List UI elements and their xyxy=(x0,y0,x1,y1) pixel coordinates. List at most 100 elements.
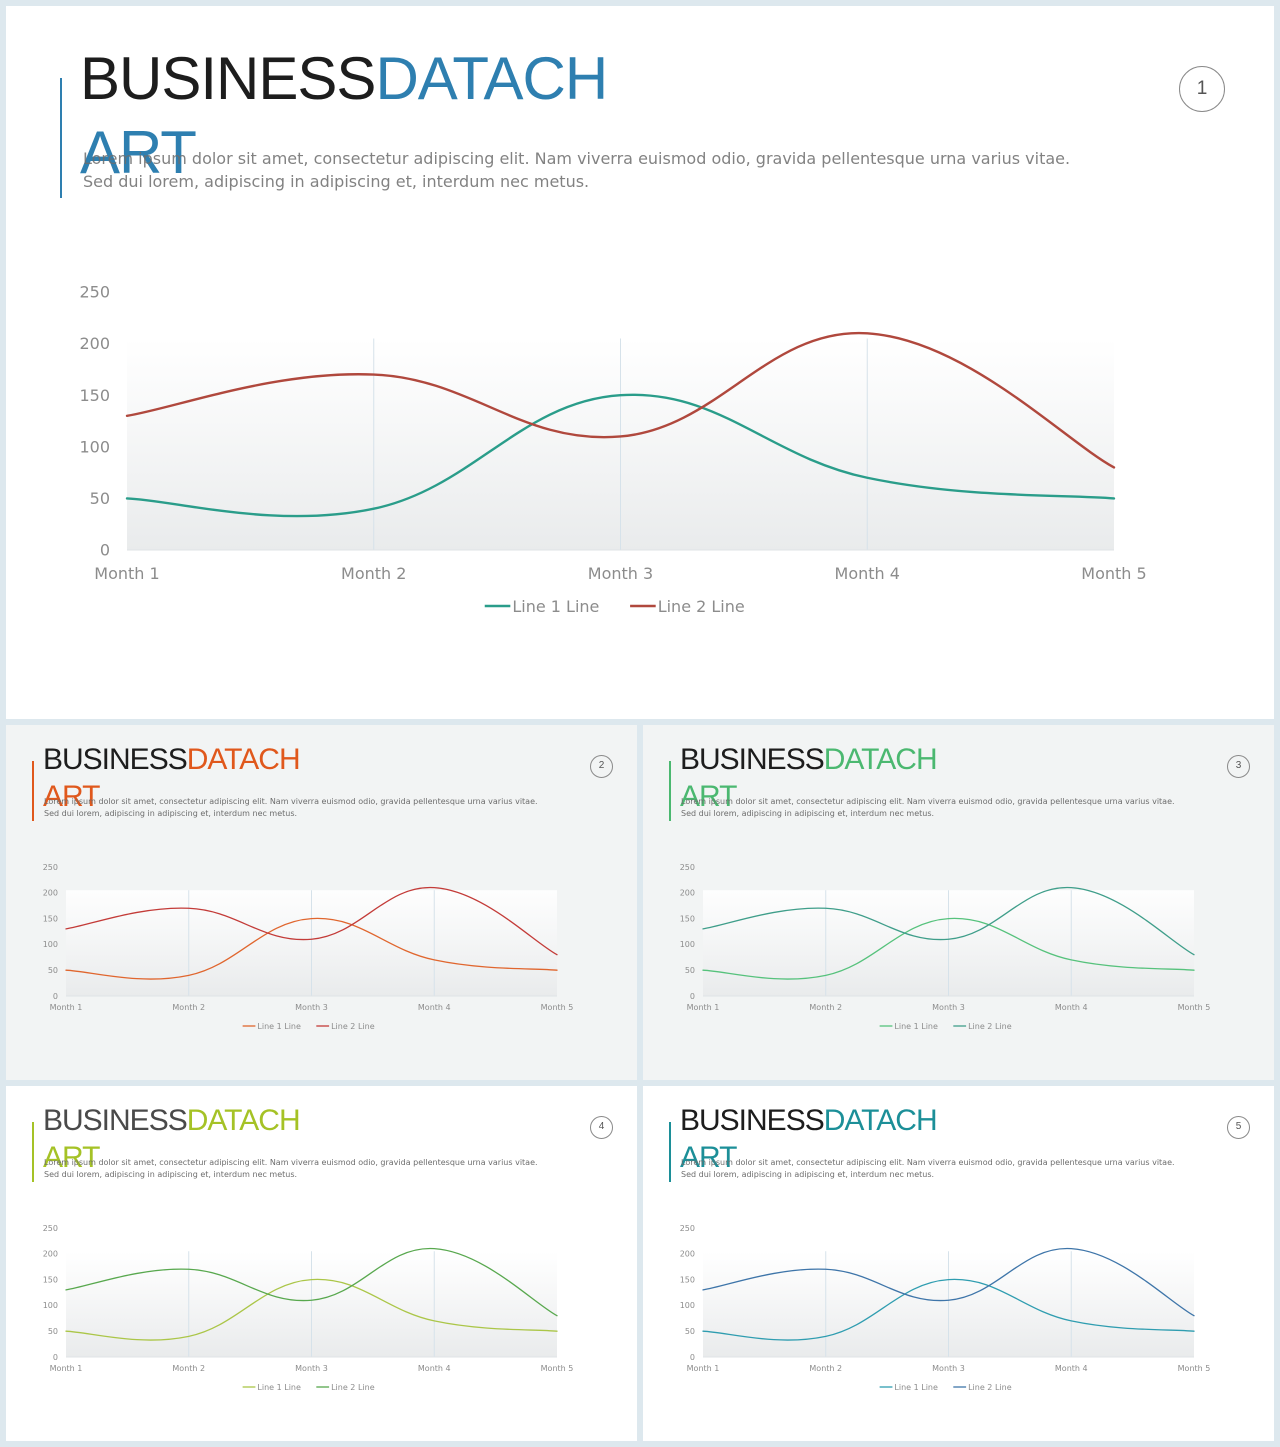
y-tick-label: 200 xyxy=(680,889,695,898)
page-number-badge: 4 xyxy=(590,1116,613,1139)
slide-1[interactable]: BUSINESSDATACH ART Lorem ipsum dolor sit … xyxy=(6,6,1274,719)
page-number-badge: 5 xyxy=(1227,1116,1250,1139)
y-tick-label: 50 xyxy=(90,489,110,508)
slide-body-text: Lorem ipsum dolor sit amet, consectetur … xyxy=(681,1158,1175,1179)
page-number-badge: 3 xyxy=(1227,755,1250,778)
y-tick-label: 200 xyxy=(680,1250,695,1259)
y-tick-label: 0 xyxy=(53,1353,58,1362)
title-part-datach: DATACH xyxy=(823,1104,938,1137)
x-tick-label: Month 4 xyxy=(418,1364,451,1373)
title-part-datach: DATACH xyxy=(186,1104,301,1137)
y-tick-label: 150 xyxy=(43,914,58,923)
series-line-1 xyxy=(702,917,1195,980)
x-tick-label: Month 3 xyxy=(932,1003,965,1012)
slide-body-text: Lorem ipsum dolor sit amet, consectetur … xyxy=(44,797,538,818)
legend-label-2: Line 2 Line xyxy=(331,1022,375,1031)
y-tick-label: 250 xyxy=(680,863,695,872)
y-tick-label: 250 xyxy=(43,863,58,872)
title-accent-bar xyxy=(60,78,62,198)
x-tick-label: Month 3 xyxy=(295,1003,328,1012)
x-tick-label: Month 2 xyxy=(172,1003,205,1012)
y-tick-label: 50 xyxy=(685,966,695,975)
series-line-2 xyxy=(125,332,1116,469)
x-tick-label: Month 5 xyxy=(1178,1364,1211,1373)
title-accent-bar xyxy=(32,1122,34,1182)
y-tick-label: 150 xyxy=(79,386,110,405)
x-tick-label: Month 2 xyxy=(172,1364,205,1373)
series-line-2 xyxy=(65,1247,558,1317)
x-tick-label: Month 1 xyxy=(687,1364,720,1373)
y-tick-label: 100 xyxy=(43,1301,58,1310)
y-tick-label: 50 xyxy=(685,1327,695,1336)
y-tick-label: 250 xyxy=(680,1224,695,1233)
y-tick-label: 100 xyxy=(680,940,695,949)
y-tick-label: 250 xyxy=(43,1224,58,1233)
x-tick-label: Month 3 xyxy=(588,564,653,583)
title-part-business: BUSINESS xyxy=(80,45,376,112)
slide-body-text: Lorem ipsum dolor sit amet, consectetur … xyxy=(681,797,1175,818)
series-line-1 xyxy=(702,1278,1195,1341)
title-part-datach: DATACH xyxy=(375,45,608,112)
x-tick-label: Month 2 xyxy=(341,564,406,583)
y-tick-label: 150 xyxy=(43,1275,58,1284)
title-accent-bar xyxy=(669,1122,671,1182)
legend-label-1: Line 1 Line xyxy=(257,1022,301,1031)
series-line-2 xyxy=(702,1247,1195,1317)
x-tick-label: Month 1 xyxy=(687,1003,720,1012)
x-tick-label: Month 1 xyxy=(50,1364,83,1373)
x-tick-label: Month 5 xyxy=(541,1364,574,1373)
x-tick-label: Month 5 xyxy=(541,1003,574,1012)
line-chart: 0 50 100 150 200 250 Month 1 Month 2 Month 3 Mont… xyxy=(680,863,1211,1031)
y-tick-label: 0 xyxy=(100,541,110,560)
title-part-art: ART xyxy=(680,1141,737,1174)
x-tick-label: Month 3 xyxy=(932,1364,965,1373)
x-tick-label: Month 4 xyxy=(418,1003,451,1012)
x-tick-label: Month 4 xyxy=(1055,1003,1088,1012)
line-chart: 0 50 100 150 200 250 Month 1 Month 2 Month 3 Mont… xyxy=(79,283,1146,616)
slide-3[interactable]: BUSINESSDATACH ART Lorem ipsum dolor sit … xyxy=(643,725,1274,1080)
series-line-1 xyxy=(65,917,558,980)
legend-label-1: Line 1 Line xyxy=(894,1022,938,1031)
legend-label-1: Line 1 Line xyxy=(512,597,599,616)
title-part-business: BUSINESS xyxy=(680,1104,825,1137)
y-tick-label: 50 xyxy=(48,966,58,975)
title-part-art: ART xyxy=(43,780,100,813)
line-chart: 0 50 100 150 200 250 Month 1 Month 2 Month 3 Mont… xyxy=(43,1224,574,1392)
x-tick-label: Month 5 xyxy=(1178,1003,1211,1012)
title-part-business: BUSINESS xyxy=(43,743,188,776)
x-tick-label: Month 2 xyxy=(809,1364,842,1373)
slide-5[interactable]: BUSINESSDATACH ART Lorem ipsum dolor sit … xyxy=(643,1086,1274,1441)
slide-2[interactable]: BUSINESSDATACH ART Lorem ipsum dolor sit … xyxy=(6,725,637,1080)
slide-4[interactable]: BUSINESSDATACH ART Lorem ipsum dolor sit … xyxy=(6,1086,637,1441)
y-tick-label: 0 xyxy=(53,992,58,1001)
y-tick-label: 250 xyxy=(79,283,110,302)
y-tick-label: 150 xyxy=(680,1275,695,1284)
series-line-1 xyxy=(125,393,1116,518)
title-part-art: ART xyxy=(43,1141,100,1174)
slide-body-text: Lorem ipsum dolor sit amet, consectetur … xyxy=(83,149,1071,191)
slide-title: BUSINESSDATACH ART xyxy=(80,42,608,190)
legend-label-2: Line 2 Line xyxy=(658,597,745,616)
slide-body-text: Lorem ipsum dolor sit amet, consectetur … xyxy=(44,1158,538,1179)
title-accent-bar xyxy=(32,761,34,821)
title-part-business: BUSINESS xyxy=(680,743,825,776)
y-tick-label: 200 xyxy=(79,334,110,353)
x-tick-label: Month 5 xyxy=(1081,564,1146,583)
x-tick-label: Month 3 xyxy=(295,1364,328,1373)
line-chart: 0 50 100 150 200 250 Month 1 Month 2 Month 3 Mont… xyxy=(680,1224,1211,1392)
y-tick-label: 200 xyxy=(43,889,58,898)
legend-label-2: Line 2 Line xyxy=(331,1383,375,1392)
y-tick-label: 200 xyxy=(43,1250,58,1259)
y-tick-label: 0 xyxy=(690,1353,695,1362)
slide-title: BUSINESSDATACH ART xyxy=(680,741,940,815)
title-accent-bar xyxy=(669,761,671,821)
slide-title: BUSINESSDATACH ART xyxy=(43,741,303,815)
y-tick-label: 150 xyxy=(680,914,695,923)
legend-label-1: Line 1 Line xyxy=(257,1383,301,1392)
series-line-2 xyxy=(702,886,1195,956)
y-tick-label: 0 xyxy=(690,992,695,1001)
x-tick-label: Month 1 xyxy=(94,564,159,583)
legend-label-1: Line 1 Line xyxy=(894,1383,938,1392)
x-tick-label: Month 2 xyxy=(809,1003,842,1012)
title-part-art: ART xyxy=(80,119,197,186)
